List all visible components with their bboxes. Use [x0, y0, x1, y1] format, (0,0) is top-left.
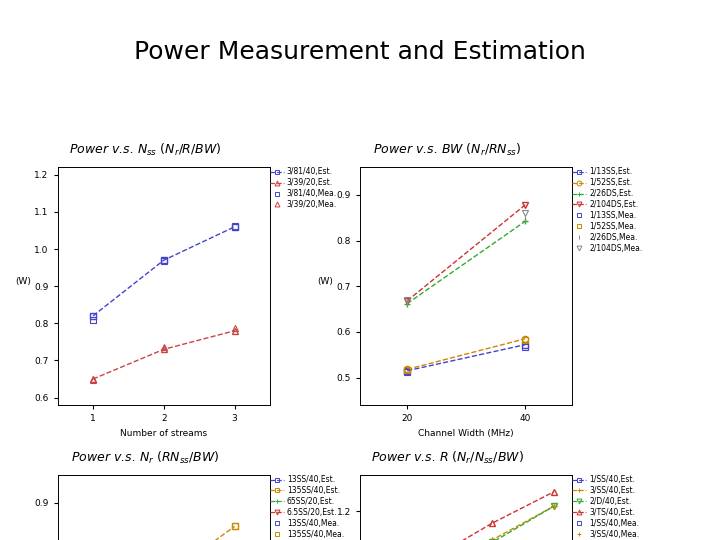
Text: Power v.s. $N_r$ $(RN_{ss}/BW)$: Power v.s. $N_r$ $(RN_{ss}/BW)$	[71, 450, 220, 466]
Y-axis label: (W): (W)	[318, 277, 333, 286]
Text: Power Measurement and Estimation: Power Measurement and Estimation	[134, 39, 586, 64]
Legend: 1/13SS,Est., 1/52SS,Est., 2/26DS,Est., 2/104DS,Est., 1/13SS,Mea., 1/52SS,Mea., 2: 1/13SS,Est., 1/52SS,Est., 2/26DS,Est., 2…	[572, 167, 642, 253]
Text: 33: 33	[15, 97, 32, 111]
X-axis label: Number of streams: Number of streams	[120, 429, 207, 437]
Legend: 13SS/40,Est., 135SS/40,Est., 65SS/20,Est., 6.5SS/20,Est., 13SS/40,Mea., 135SS/40: 13SS/40,Est., 135SS/40,Est., 65SS/20,Est…	[270, 475, 344, 540]
Y-axis label: (W): (W)	[15, 277, 31, 286]
Text: Power v.s. $R$ $(N_r/N_{ss}/BW)$: Power v.s. $R$ $(N_r/N_{ss}/BW)$	[372, 450, 524, 466]
Text: Power v.s. $N_{ss}$ $(N_r/R/BW)$: Power v.s. $N_{ss}$ $(N_r/R/BW)$	[69, 143, 222, 158]
X-axis label: Channel Width (MHz): Channel Width (MHz)	[418, 429, 514, 437]
Text: Power v.s. $BW$ $(N_r/RN_{ss})$: Power v.s. $BW$ $(N_r/RN_{ss})$	[374, 143, 522, 158]
Legend: 1/SS/40,Est., 3/SS/40,Est., 2/D/40,Est., 3/TS/40,Est., 1/SS/40,Mea., 3/SS/40,Mea: 1/SS/40,Est., 3/SS/40,Est., 2/D/40,Est.,…	[572, 475, 640, 540]
Legend: 3/81/40,Est., 3/39/20,Est., 3/81/40,Mea., 3/39/20,Mea.: 3/81/40,Est., 3/39/20,Est., 3/81/40,Mea.…	[270, 167, 337, 209]
